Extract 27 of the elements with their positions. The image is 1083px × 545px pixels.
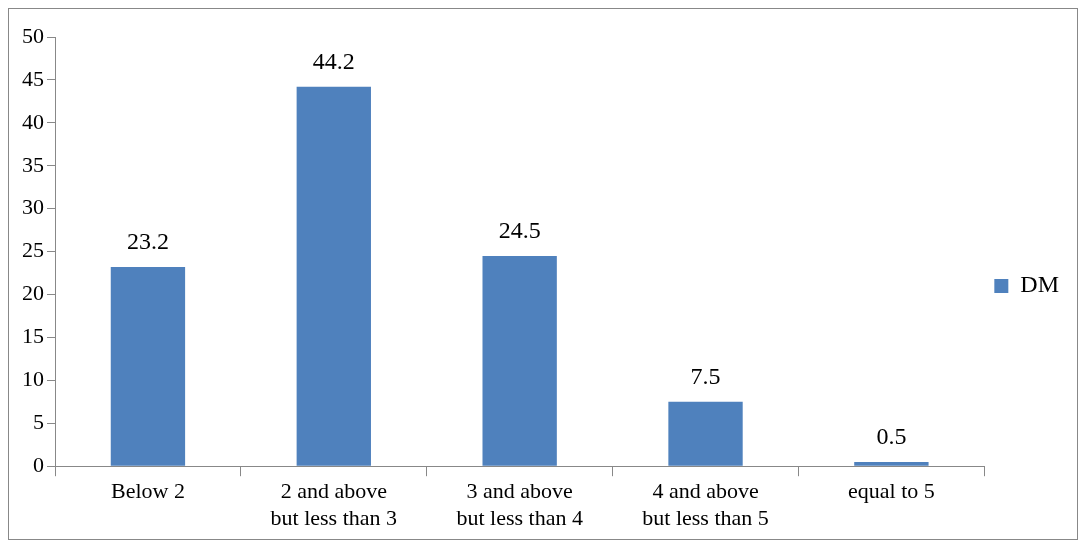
data-label: 7.5 — [690, 363, 721, 390]
y-tick-label: 25 — [22, 237, 44, 263]
data-label: 0.5 — [876, 423, 907, 450]
bar — [110, 267, 186, 466]
bar — [296, 86, 371, 466]
x-tick-label: Below 2 — [110, 478, 185, 504]
y-tick-label: 40 — [22, 108, 44, 134]
bar — [854, 461, 929, 466]
y-tick-label: 15 — [22, 323, 44, 349]
y-tick-label: 50 — [22, 22, 44, 48]
y-tick-label: 45 — [22, 65, 44, 91]
legend-label: DM — [1020, 271, 1059, 298]
bar — [482, 255, 557, 466]
x-tick-label: 2 and above but less than 3 — [270, 478, 398, 530]
data-label: 23.2 — [126, 228, 169, 255]
bar — [668, 401, 743, 466]
y-tick-label: 0 — [33, 451, 44, 477]
data-label: 44.2 — [312, 48, 355, 75]
y-tick-label: 35 — [22, 151, 44, 177]
data-label: 24.5 — [498, 217, 541, 244]
y-tick-label: 20 — [22, 280, 44, 306]
y-tick-label: 5 — [33, 409, 44, 435]
x-tick-label: 4 and above but less than 5 — [642, 478, 769, 530]
x-tick-label: equal to 5 — [848, 478, 935, 504]
y-tick-label: 10 — [22, 366, 44, 392]
x-tick-label: 3 and above but less than 4 — [456, 478, 583, 530]
y-tick-label: 30 — [22, 194, 44, 220]
